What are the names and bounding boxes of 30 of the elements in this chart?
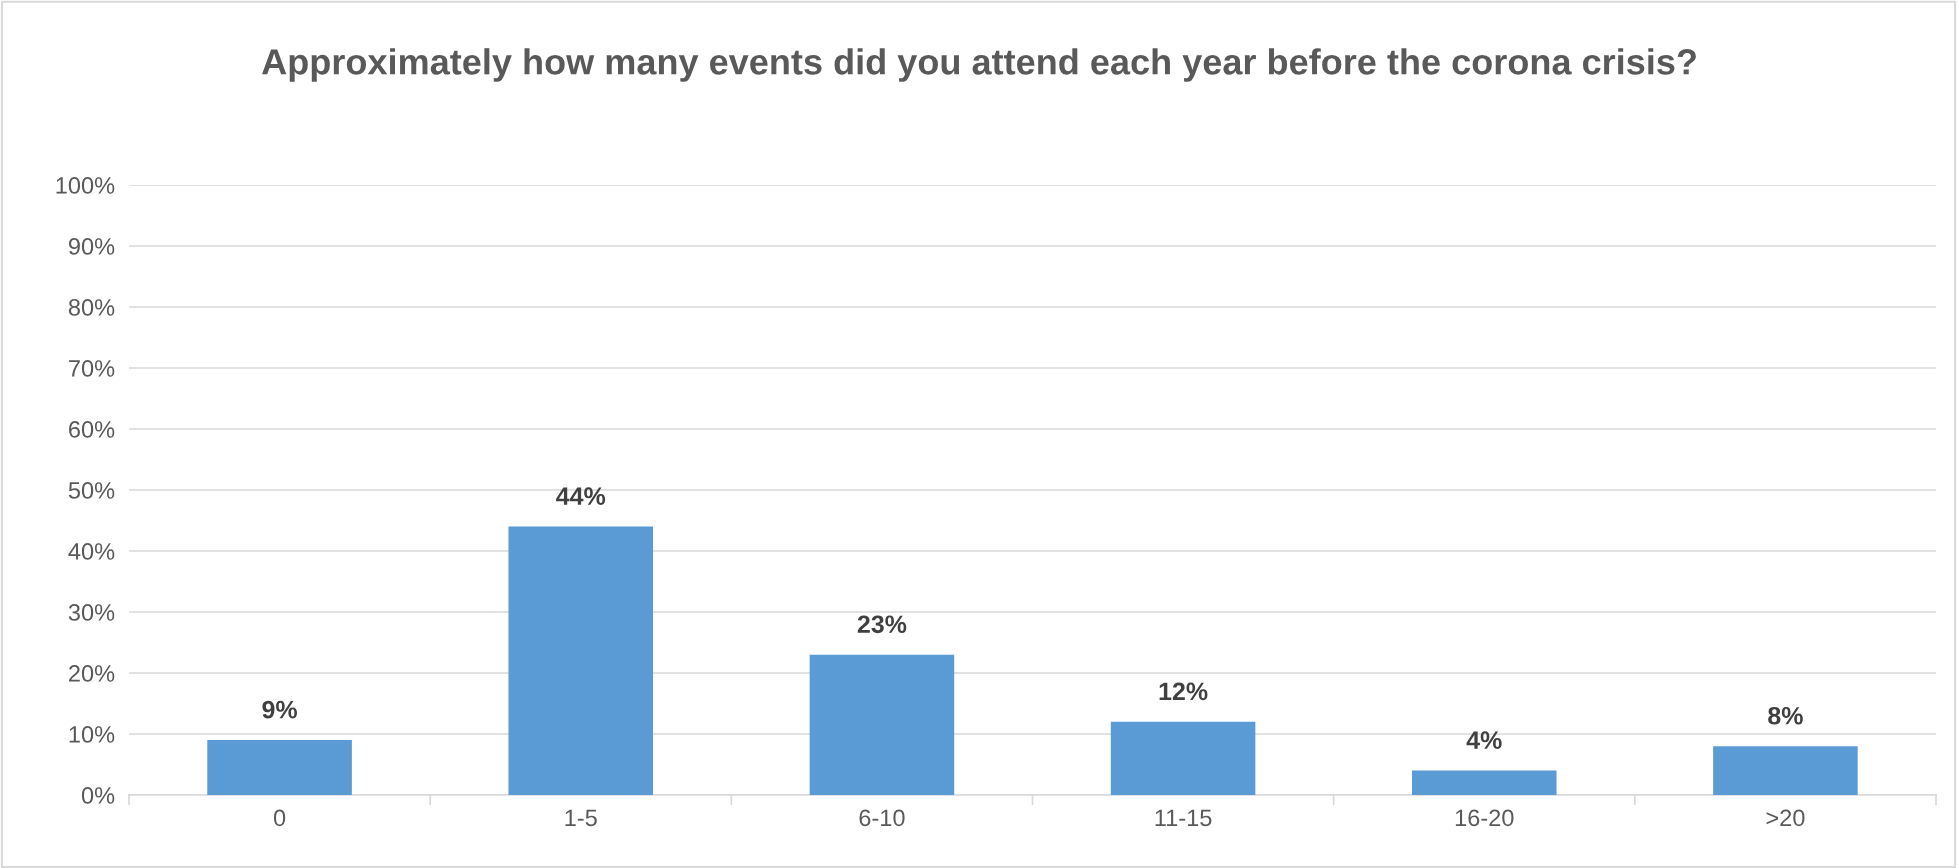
y-tick-label: 80% xyxy=(68,299,115,316)
y-tick-label: 10% xyxy=(69,726,115,743)
data-label: 44% xyxy=(556,487,606,505)
y-tick-label: 60% xyxy=(69,421,115,438)
y-tick-label: 100% xyxy=(56,177,115,194)
bar xyxy=(207,740,352,795)
data-label: 9% xyxy=(262,700,297,719)
x-tick-label: 16-20 xyxy=(1455,809,1514,827)
x-tick-label: 11-15 xyxy=(1155,809,1212,827)
bar xyxy=(508,526,654,795)
y-tick-label: 20% xyxy=(69,665,115,682)
y-tick-label: 70% xyxy=(69,360,115,377)
y-tick-label: 50% xyxy=(68,482,115,499)
x-tick-label: >20 xyxy=(1766,809,1805,827)
x-tick-label: 6-10 xyxy=(859,809,905,827)
chart-title: Approximately how many events did you attend each year before the corona crisis? xyxy=(262,48,1696,82)
data-label: 4% xyxy=(1466,731,1502,749)
y-tick-label: 40% xyxy=(68,543,115,560)
bar xyxy=(1713,746,1858,795)
bar xyxy=(1411,770,1557,795)
y-tick-label: 0% xyxy=(81,787,115,804)
data-label: 8% xyxy=(1768,706,1803,725)
x-tick-label: 1-5 xyxy=(565,809,597,827)
y-tick-label: 90% xyxy=(68,238,115,255)
y-tick-label: 30% xyxy=(68,604,115,621)
data-label: 12% xyxy=(1159,682,1208,701)
data-label: 23% xyxy=(857,615,907,634)
x-tick-label: 0 xyxy=(273,809,286,827)
bar xyxy=(809,654,955,795)
bar xyxy=(1110,721,1256,795)
